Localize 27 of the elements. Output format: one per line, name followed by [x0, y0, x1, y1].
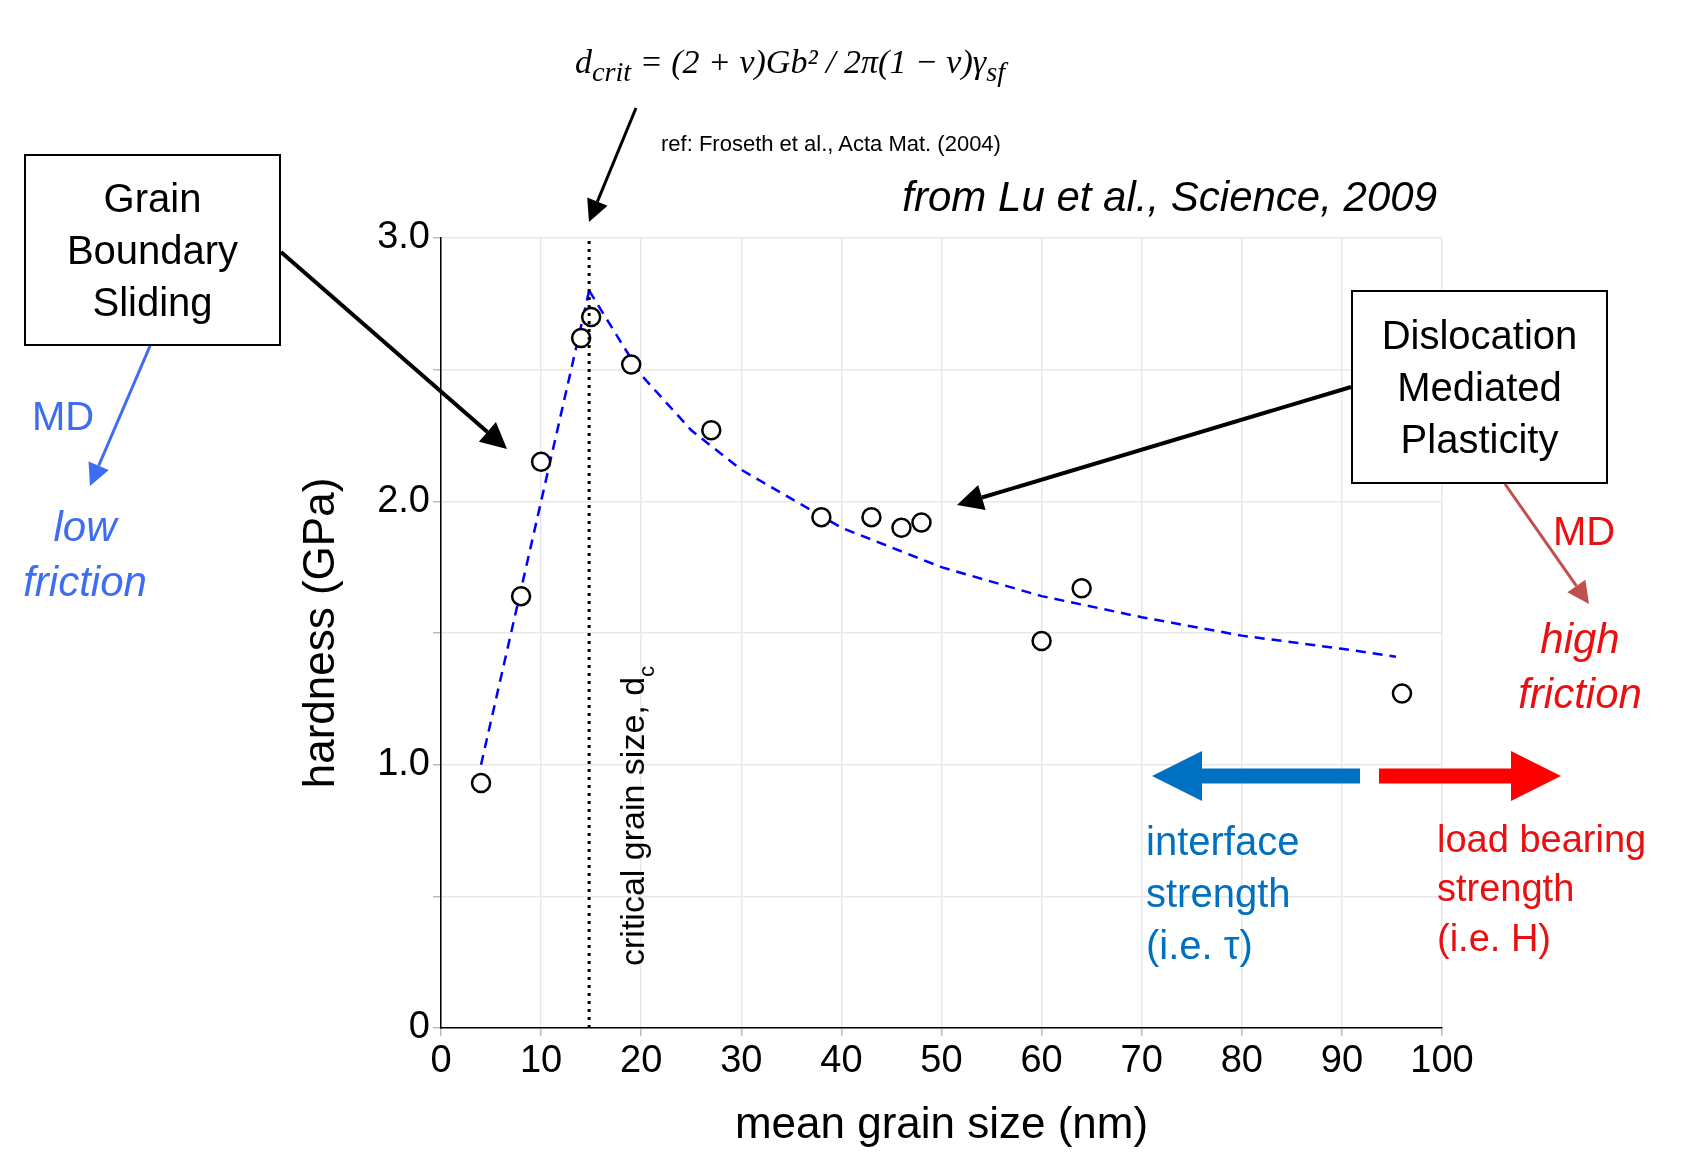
- annotation: Dislocation Mediated Plasticity: [1380, 312, 1579, 463]
- x-tick-label: 20: [620, 1038, 663, 1081]
- x-tick-label: 60: [1020, 1038, 1063, 1081]
- x-tick-label: 90: [1320, 1038, 1364, 1081]
- text: from Lu et al., Science, 2009: [902, 173, 1437, 220]
- text: low friction: [23, 503, 147, 605]
- x-tick-label: 30: [720, 1038, 763, 1081]
- y-tick-label: 1.0: [377, 741, 430, 784]
- y-axis-title: hardness (GPa): [293, 477, 343, 789]
- text: MD: [32, 394, 95, 438]
- y-tick-label: 0: [408, 1004, 430, 1047]
- annotation: load bearing strength (i.e. H): [1437, 818, 1647, 959]
- x-axis-title: mean grain size (nm): [734, 1097, 1149, 1147]
- x-tick-label: 10: [519, 1038, 563, 1081]
- text: MD: [1553, 509, 1616, 553]
- x-tick-label: 100: [1410, 1038, 1474, 1081]
- annotation: interface strength (i.e. τ): [1146, 819, 1300, 967]
- x-tick-label: 70: [1120, 1038, 1163, 1081]
- x-tick-label: 80: [1220, 1038, 1263, 1081]
- x-tick-label: 40: [820, 1038, 863, 1081]
- y-tick-label: 2.0: [377, 477, 430, 520]
- x-tick-label: 50: [920, 1038, 963, 1081]
- text: Grain Boundary Sliding: [65, 175, 240, 326]
- text: high friction: [1518, 615, 1642, 717]
- y-tick-label: 3.0: [377, 214, 430, 257]
- ref-line-label: critical grain size, dc: [613, 665, 660, 966]
- text: ref: Froseth et al., Acta Mat. (2004): [661, 131, 1001, 156]
